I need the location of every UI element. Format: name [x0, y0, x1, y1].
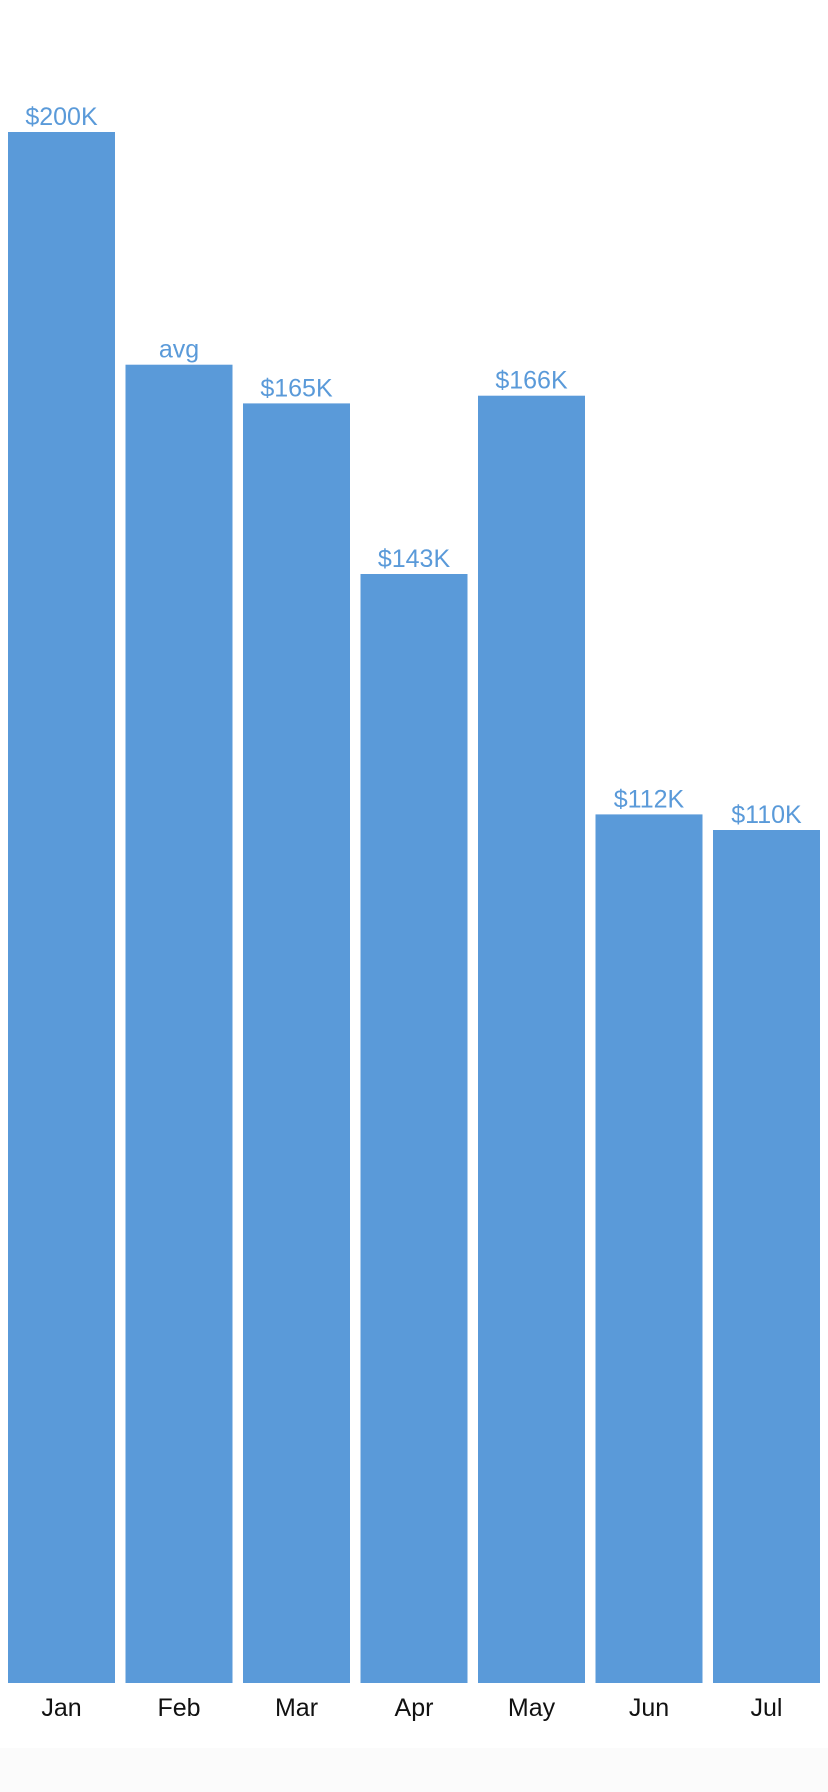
- bar-jan: [8, 132, 115, 1683]
- value-label-mar: $165K: [260, 374, 333, 402]
- bottom-spacer: [0, 1748, 828, 1792]
- category-label-jan: Jan: [41, 1694, 81, 1722]
- value-labels-group: $200K avg $165K $143K $166K $112K $110K: [25, 103, 802, 829]
- category-label-jun: Jun: [629, 1694, 669, 1722]
- category-label-jul: Jul: [751, 1694, 783, 1722]
- category-label-may: May: [508, 1694, 556, 1722]
- value-label-jul: $110K: [731, 801, 802, 829]
- value-label-jan: $200K: [25, 103, 98, 131]
- value-label-feb: avg: [159, 336, 199, 364]
- category-label-mar: Mar: [275, 1694, 318, 1722]
- bar-may: [478, 395, 585, 1684]
- bar-jul: [713, 830, 820, 1683]
- value-label-apr: $143K: [378, 545, 451, 573]
- bar-feb: [125, 364, 233, 1684]
- category-labels-group: Jan Feb Mar Apr May Jun Jul: [41, 1694, 782, 1722]
- category-label-apr: Apr: [395, 1694, 434, 1722]
- bars-group: [8, 132, 820, 1684]
- category-label-feb: Feb: [157, 1694, 200, 1722]
- value-label-may: $166K: [495, 367, 568, 395]
- bar-jun: [595, 814, 703, 1683]
- bar-apr: [360, 574, 468, 1683]
- bar-mar: [243, 403, 350, 1683]
- value-label-jun: $112K: [614, 785, 685, 813]
